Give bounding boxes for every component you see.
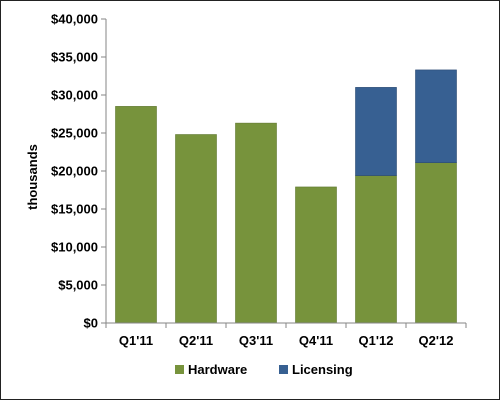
bar-hardware — [415, 162, 457, 324]
y-tick-label: $15,000 — [51, 202, 98, 217]
bar-hardware — [295, 186, 337, 324]
axes — [105, 19, 466, 324]
y-tick-label: $5,000 — [58, 278, 98, 293]
bar-hardware — [175, 134, 217, 324]
x-tick-label: Q1'12 — [359, 333, 394, 348]
legend-label-licensing: Licensing — [292, 362, 353, 377]
x-tick-label: Q2'11 — [179, 333, 213, 348]
x-axis-ticks: Q1'11 Q2'11 Q3'11 Q4'11 Q1'12 Q2'12 — [105, 323, 467, 348]
x-tick-label: Q2'12 — [419, 333, 454, 348]
y-tick-label: $20,000 — [51, 164, 98, 179]
x-tick-label: Q1'11 — [119, 333, 153, 348]
y-tick-label: $10,000 — [51, 240, 98, 255]
legend-swatch-hardware — [175, 365, 184, 374]
y-tick-label: $0 — [84, 316, 98, 331]
y-tick-label: $30,000 — [51, 88, 98, 103]
bar-licensing — [415, 69, 457, 163]
y-axis-label: thousands — [25, 144, 40, 210]
legend-swatch-licensing — [279, 365, 288, 374]
legend: Hardware Licensing — [175, 362, 353, 377]
bar-hardware — [235, 122, 277, 324]
y-axis-ticks: $0 $5,000 $10,000 $15,000 $20,000 $25,000 $30,… — [51, 12, 106, 331]
legend-label-hardware: Hardware — [188, 362, 247, 377]
bar-hardware — [355, 175, 397, 324]
x-tick-label: Q4'11 — [299, 333, 333, 348]
x-tick-label: Q3'11 — [239, 333, 273, 348]
y-tick-label: $35,000 — [51, 50, 98, 65]
y-tick-label: $40,000 — [51, 12, 98, 27]
bar-licensing — [355, 87, 397, 176]
bar-hardware — [115, 106, 157, 324]
bars — [115, 69, 457, 324]
y-tick-label: $25,000 — [51, 126, 98, 141]
